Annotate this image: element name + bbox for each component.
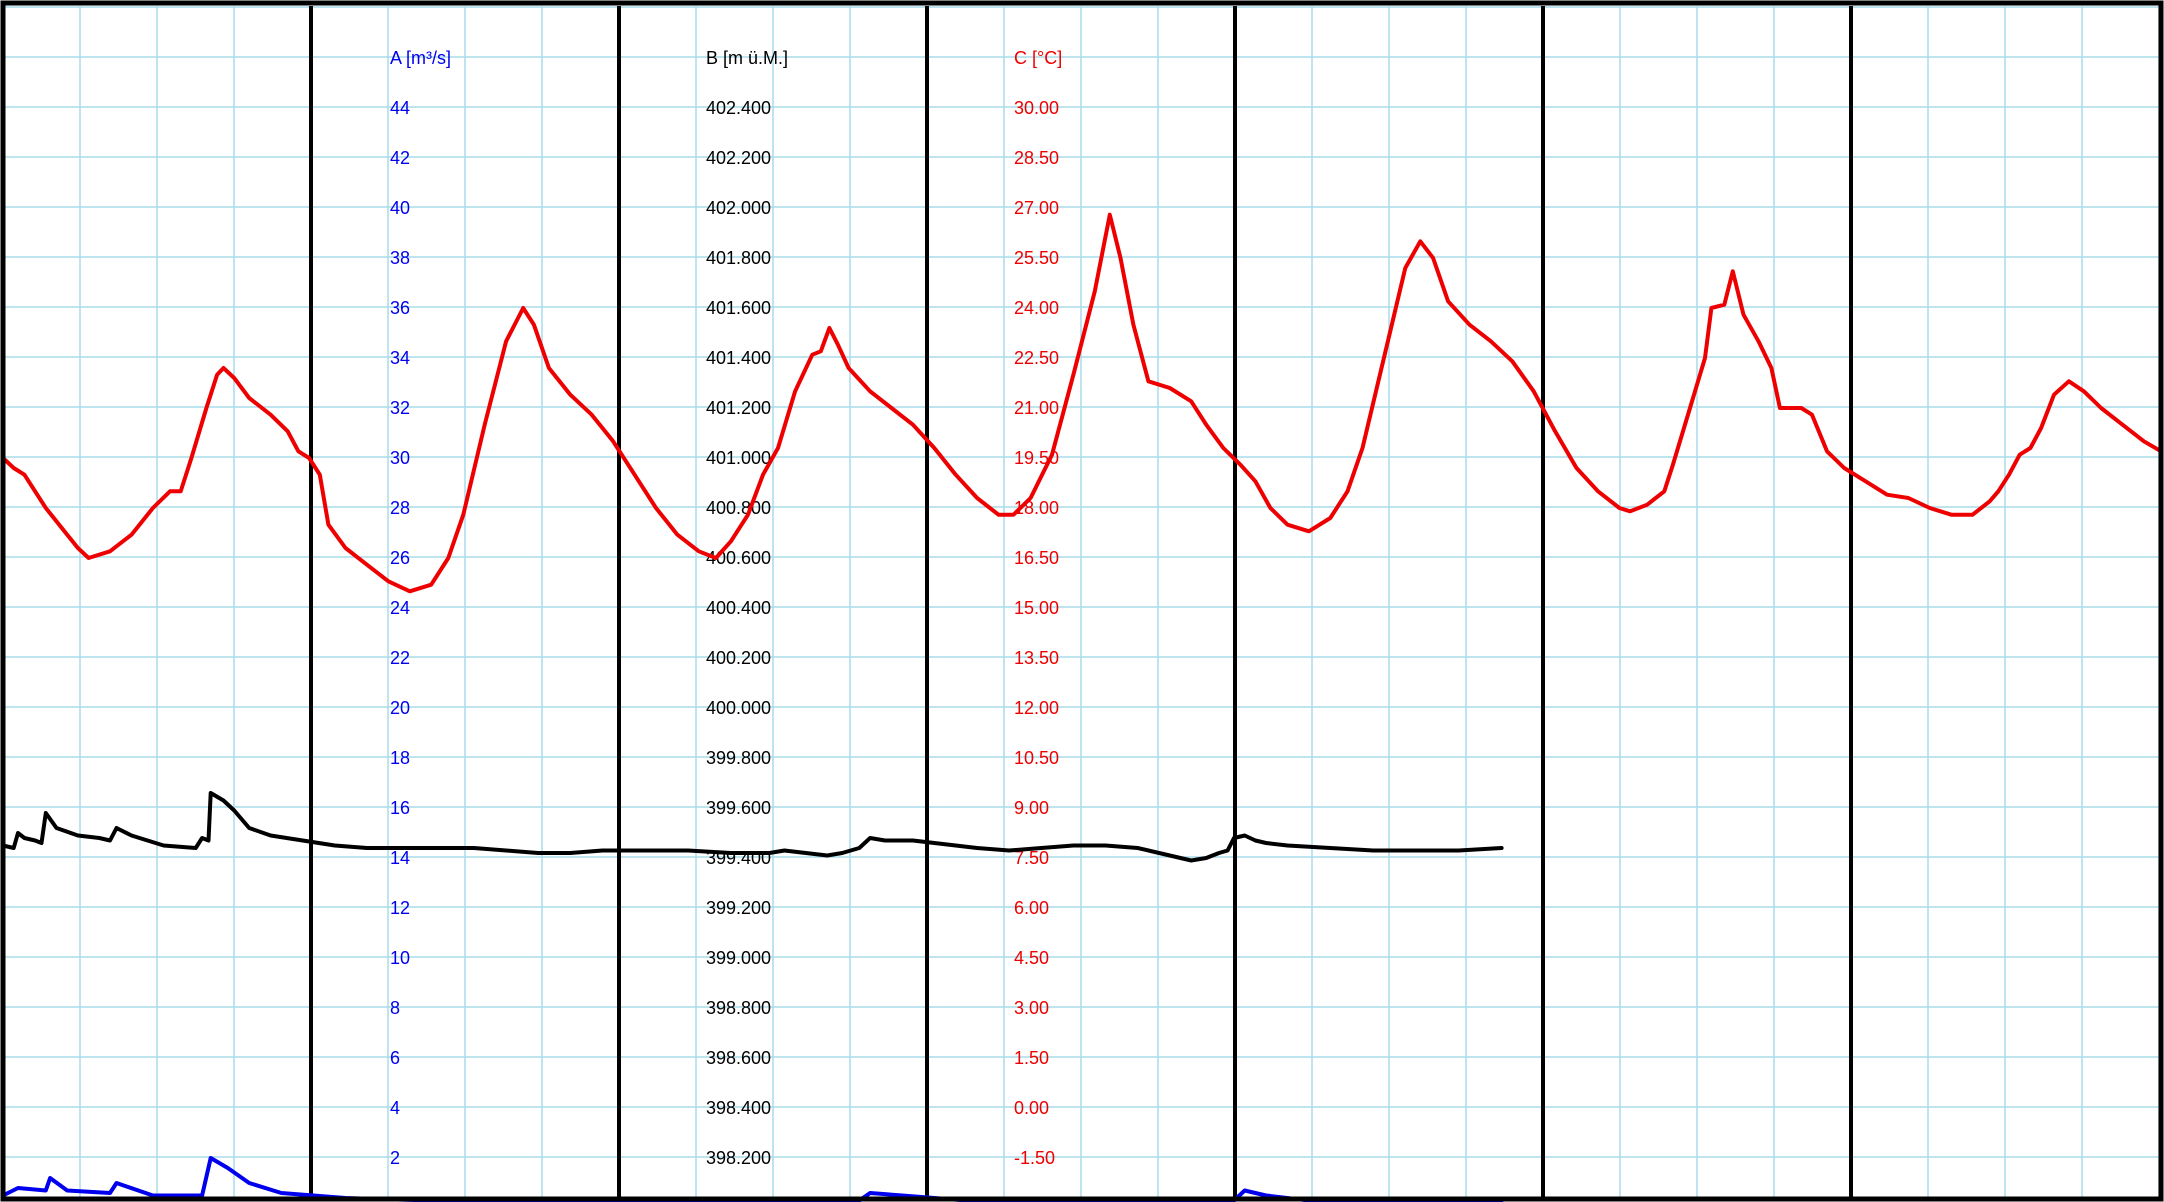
tick-label-b: 400.800 bbox=[706, 498, 771, 518]
tick-label-a: 36 bbox=[390, 298, 410, 318]
tick-label-a: 28 bbox=[390, 498, 410, 518]
tick-label-c: 12.00 bbox=[1014, 698, 1059, 718]
tick-label-a: 2 bbox=[390, 1148, 400, 1168]
tick-label-b: 401.000 bbox=[706, 448, 771, 468]
tick-label-a: 24 bbox=[390, 598, 410, 618]
tick-label-a: 14 bbox=[390, 848, 410, 868]
tick-label-c: 22.50 bbox=[1014, 348, 1059, 368]
tick-label-a: 44 bbox=[390, 98, 410, 118]
tick-label-b: 398.200 bbox=[706, 1148, 771, 1168]
tick-label-a: 22 bbox=[390, 648, 410, 668]
tick-label-b: 399.000 bbox=[706, 948, 771, 968]
tick-label-a: 30 bbox=[390, 448, 410, 468]
tick-label-b: 399.200 bbox=[706, 898, 771, 918]
tick-label-c: 9.00 bbox=[1014, 798, 1049, 818]
tick-label-a: 18 bbox=[390, 748, 410, 768]
tick-label-a: 20 bbox=[390, 698, 410, 718]
tick-label-b: 398.600 bbox=[706, 1048, 771, 1068]
tick-label-b: 400.200 bbox=[706, 648, 771, 668]
axis-b-label: B [m ü.M.] bbox=[706, 48, 788, 68]
tick-label-b: 401.400 bbox=[706, 348, 771, 368]
tick-label-a: 4 bbox=[390, 1098, 400, 1118]
tick-label-b: 399.800 bbox=[706, 748, 771, 768]
tick-label-c: 3.00 bbox=[1014, 998, 1049, 1018]
tick-label-c: 27.00 bbox=[1014, 198, 1059, 218]
tick-label-c: 24.00 bbox=[1014, 298, 1059, 318]
tick-label-a: 6 bbox=[390, 1048, 400, 1068]
major-grid bbox=[309, 6, 1853, 1200]
tick-label-c: -1.50 bbox=[1014, 1148, 1055, 1168]
tick-label-b: 398.400 bbox=[706, 1098, 771, 1118]
tick-label-a: 26 bbox=[390, 548, 410, 568]
tick-label-b: 402.000 bbox=[706, 198, 771, 218]
tick-label-a: 12 bbox=[390, 898, 410, 918]
tick-label-c: 28.50 bbox=[1014, 148, 1059, 168]
tick-label-b: 402.400 bbox=[706, 98, 771, 118]
tick-label-a: 40 bbox=[390, 198, 410, 218]
tick-label-b: 400.400 bbox=[706, 598, 771, 618]
tick-label-a: 10 bbox=[390, 948, 410, 968]
series-group bbox=[1, 212, 2163, 1202]
tick-label-c: 0.00 bbox=[1014, 1098, 1049, 1118]
tick-label-c: 15.00 bbox=[1014, 598, 1059, 618]
tick-label-c: 7.50 bbox=[1014, 848, 1049, 868]
tick-label-c: 6.00 bbox=[1014, 898, 1049, 918]
tick-label-a: 16 bbox=[390, 798, 410, 818]
tick-label-b: 401.600 bbox=[706, 298, 771, 318]
tick-label-c: 10.50 bbox=[1014, 748, 1059, 768]
axis-c-label: C [°C] bbox=[1014, 48, 1062, 68]
tick-label-b: 401.200 bbox=[706, 398, 771, 418]
tick-label-c: 13.50 bbox=[1014, 648, 1059, 668]
tick-label-c: 21.00 bbox=[1014, 398, 1059, 418]
tick-label-b: 402.200 bbox=[706, 148, 771, 168]
series-line-b bbox=[1, 791, 1504, 863]
tick-label-a: 42 bbox=[390, 148, 410, 168]
axis-labels: A [m³/s] B [m ü.M.] C [°C] bbox=[390, 48, 1062, 68]
tick-label-a: 34 bbox=[390, 348, 410, 368]
tick-label-a: 38 bbox=[390, 248, 410, 268]
tick-label-c: 25.50 bbox=[1014, 248, 1059, 268]
series-line-c bbox=[1, 212, 2163, 594]
tick-label-c: 1.50 bbox=[1014, 1048, 1049, 1068]
tick-label-b: 398.800 bbox=[706, 998, 771, 1018]
tick-label-c: 30.00 bbox=[1014, 98, 1059, 118]
tick-label-c: 16.50 bbox=[1014, 548, 1059, 568]
axis-a-label: A [m³/s] bbox=[390, 48, 451, 68]
tick-label-b: 401.800 bbox=[706, 248, 771, 268]
tick-label-b: 400.000 bbox=[706, 698, 771, 718]
minor-grid bbox=[3, 6, 2161, 1200]
tick-label-c: 4.50 bbox=[1014, 948, 1049, 968]
tick-labels: 4442403836343230282624222018161412108642… bbox=[390, 98, 1059, 1168]
tick-label-a: 32 bbox=[390, 398, 410, 418]
tick-label-a: 8 bbox=[390, 998, 400, 1018]
tick-label-b: 399.600 bbox=[706, 798, 771, 818]
